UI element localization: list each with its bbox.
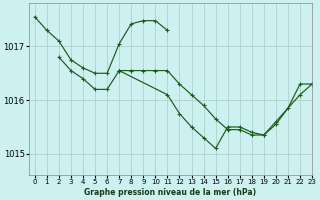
X-axis label: Graphe pression niveau de la mer (hPa): Graphe pression niveau de la mer (hPa) xyxy=(84,188,257,197)
